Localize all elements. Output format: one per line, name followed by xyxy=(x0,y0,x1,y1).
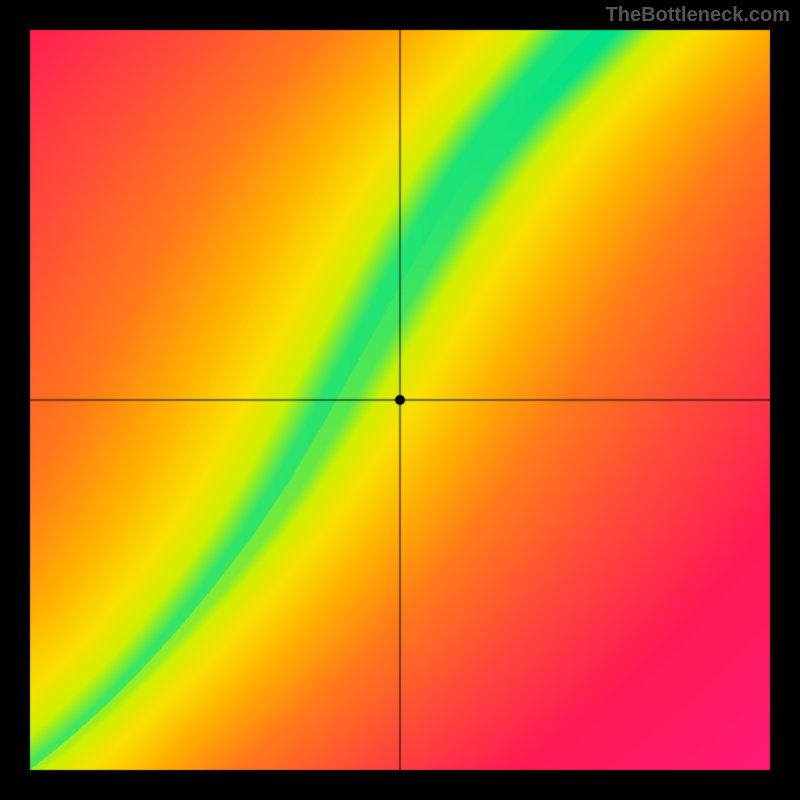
heatmap-canvas xyxy=(0,0,800,800)
chart-container: TheBottleneck.com xyxy=(0,0,800,800)
watermark-text: TheBottleneck.com xyxy=(606,4,790,27)
